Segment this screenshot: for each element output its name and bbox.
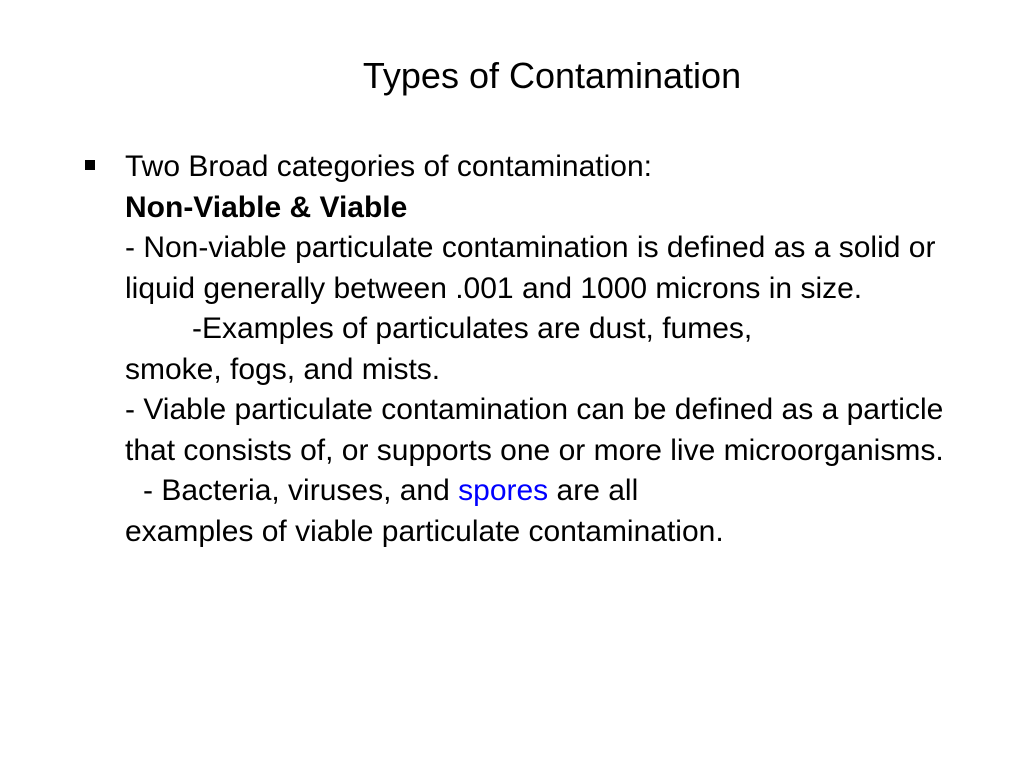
viable-examples-line-2: examples of viable particulate contamina…: [125, 512, 969, 553]
categories-line: Non-Viable & Viable: [125, 188, 969, 229]
square-bullet-icon: [85, 160, 95, 170]
bullet-item: Two Broad categories of contamination: N…: [85, 147, 969, 552]
viable-prefix: - Bacteria, viruses, and: [143, 474, 458, 507]
viable-mid: are all: [548, 474, 638, 507]
intro-line: Two Broad categories of contamination:: [125, 147, 969, 188]
spores-link[interactable]: spores: [458, 474, 548, 507]
content-area: Two Broad categories of contamination: N…: [55, 147, 969, 552]
viable-examples-line-1: - Bacteria, viruses, and spores are all: [125, 471, 969, 512]
slide-title: Types of Contamination: [135, 55, 969, 97]
slide-container: Types of Contamination Two Broad categor…: [0, 0, 1024, 768]
examples-line-2: smoke, fogs, and mists.: [125, 350, 969, 391]
body-text: Two Broad categories of contamination: N…: [125, 147, 969, 552]
examples-line-1: -Examples of particulates are dust, fume…: [125, 309, 969, 350]
nonviable-definition: - Non-viable particulate contamination i…: [125, 228, 969, 309]
viable-definition: - Viable particulate contamination can b…: [125, 390, 969, 471]
